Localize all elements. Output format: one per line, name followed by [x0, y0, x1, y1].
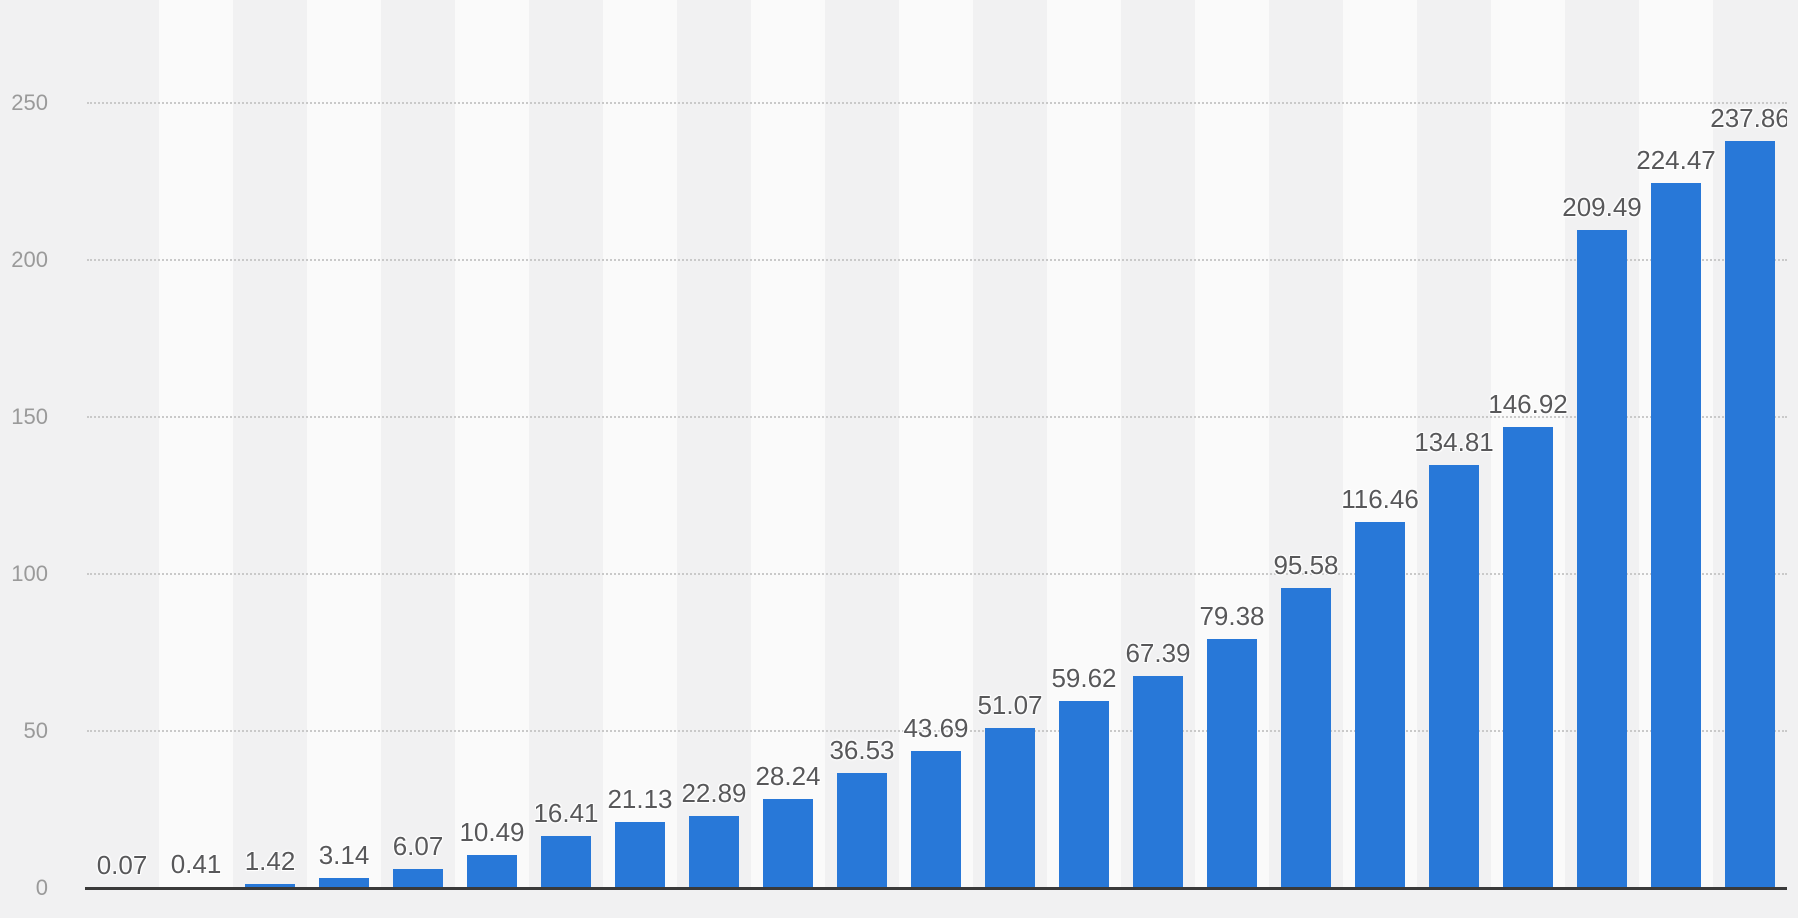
- background-band: [381, 0, 456, 888]
- gridline: [87, 573, 1787, 575]
- bar[interactable]: [1281, 587, 1331, 888]
- bar[interactable]: [837, 773, 887, 888]
- background-band: [751, 0, 826, 888]
- background-band: [603, 0, 678, 888]
- bar-value-label: 116.46: [1341, 484, 1419, 515]
- bar[interactable]: [1577, 230, 1627, 888]
- bar-value-label: 0.07: [96, 849, 148, 880]
- x-axis-line: [85, 887, 1787, 890]
- bar-value-label: 6.07: [392, 830, 444, 861]
- y-axis-tick-label: 250: [11, 90, 48, 115]
- bar-value-label: 28.24: [755, 761, 821, 792]
- bar-value-label: 146.92: [1488, 388, 1568, 419]
- bar-value-label: 79.38: [1199, 600, 1265, 631]
- background-band: [677, 0, 752, 888]
- background-band: [899, 0, 974, 888]
- bar-value-label: 0.41: [170, 848, 222, 879]
- bar[interactable]: [541, 836, 591, 888]
- y-axis-tick-label: 50: [23, 718, 48, 743]
- bar-value-label: 16.41: [533, 798, 599, 829]
- bar-value-label: 67.39: [1125, 638, 1191, 669]
- bar[interactable]: [1059, 700, 1109, 888]
- y-axis-tick-label: 0: [35, 875, 48, 900]
- y-axis-tick-label: 150: [11, 404, 48, 429]
- bar-value-label: 134.81: [1414, 426, 1494, 457]
- bar[interactable]: [615, 821, 665, 888]
- gridline: [87, 416, 1787, 418]
- bar[interactable]: [1207, 638, 1257, 888]
- bar-value-label: 59.62: [1051, 662, 1117, 693]
- bar-value-label: 237.86: [1710, 103, 1787, 134]
- gridline: [87, 730, 1787, 732]
- bar[interactable]: [689, 816, 739, 888]
- bar-value-label: 1.42: [244, 845, 296, 876]
- bar-value-label: 43.69: [903, 712, 969, 743]
- y-axis-tick-label: 200: [11, 247, 48, 272]
- background-band: [455, 0, 530, 888]
- y-axis-tick-label: 100: [11, 561, 48, 586]
- bar[interactable]: [319, 878, 369, 888]
- bar[interactable]: [1651, 183, 1701, 888]
- bar[interactable]: [985, 727, 1035, 888]
- bar[interactable]: [393, 868, 443, 888]
- background-band: [529, 0, 604, 888]
- bar[interactable]: [911, 750, 961, 888]
- background-band: [85, 0, 160, 888]
- bar-value-label: 51.07: [977, 689, 1043, 720]
- bar[interactable]: [1725, 141, 1775, 888]
- bar[interactable]: [467, 855, 517, 888]
- bar-value-label: 21.13: [607, 783, 673, 814]
- bar-value-label: 36.53: [829, 735, 895, 766]
- bar[interactable]: [1503, 426, 1553, 888]
- bar-value-label: 3.14: [318, 840, 370, 871]
- plot-area: 0.07 0.41 1.42 3.14 6.07 10.49 16.41 21.13 22.89…: [85, 0, 1787, 888]
- bar[interactable]: [763, 799, 813, 888]
- bar-value-label: 95.58: [1273, 549, 1339, 580]
- bar[interactable]: [1355, 522, 1405, 888]
- bar[interactable]: [245, 883, 295, 888]
- bar[interactable]: [1133, 676, 1183, 888]
- gridline: [87, 259, 1787, 261]
- bar-value-label: 10.49: [459, 817, 525, 848]
- background-band: [159, 0, 234, 888]
- bar-value-label: 224.47: [1636, 145, 1716, 176]
- bar-value-label: 209.49: [1562, 192, 1642, 223]
- background-band: [233, 0, 308, 888]
- bar[interactable]: [1429, 464, 1479, 888]
- background-band: [307, 0, 382, 888]
- background-band: [825, 0, 900, 888]
- gridline: [87, 102, 1787, 104]
- bar-value-label: 22.89: [681, 778, 747, 809]
